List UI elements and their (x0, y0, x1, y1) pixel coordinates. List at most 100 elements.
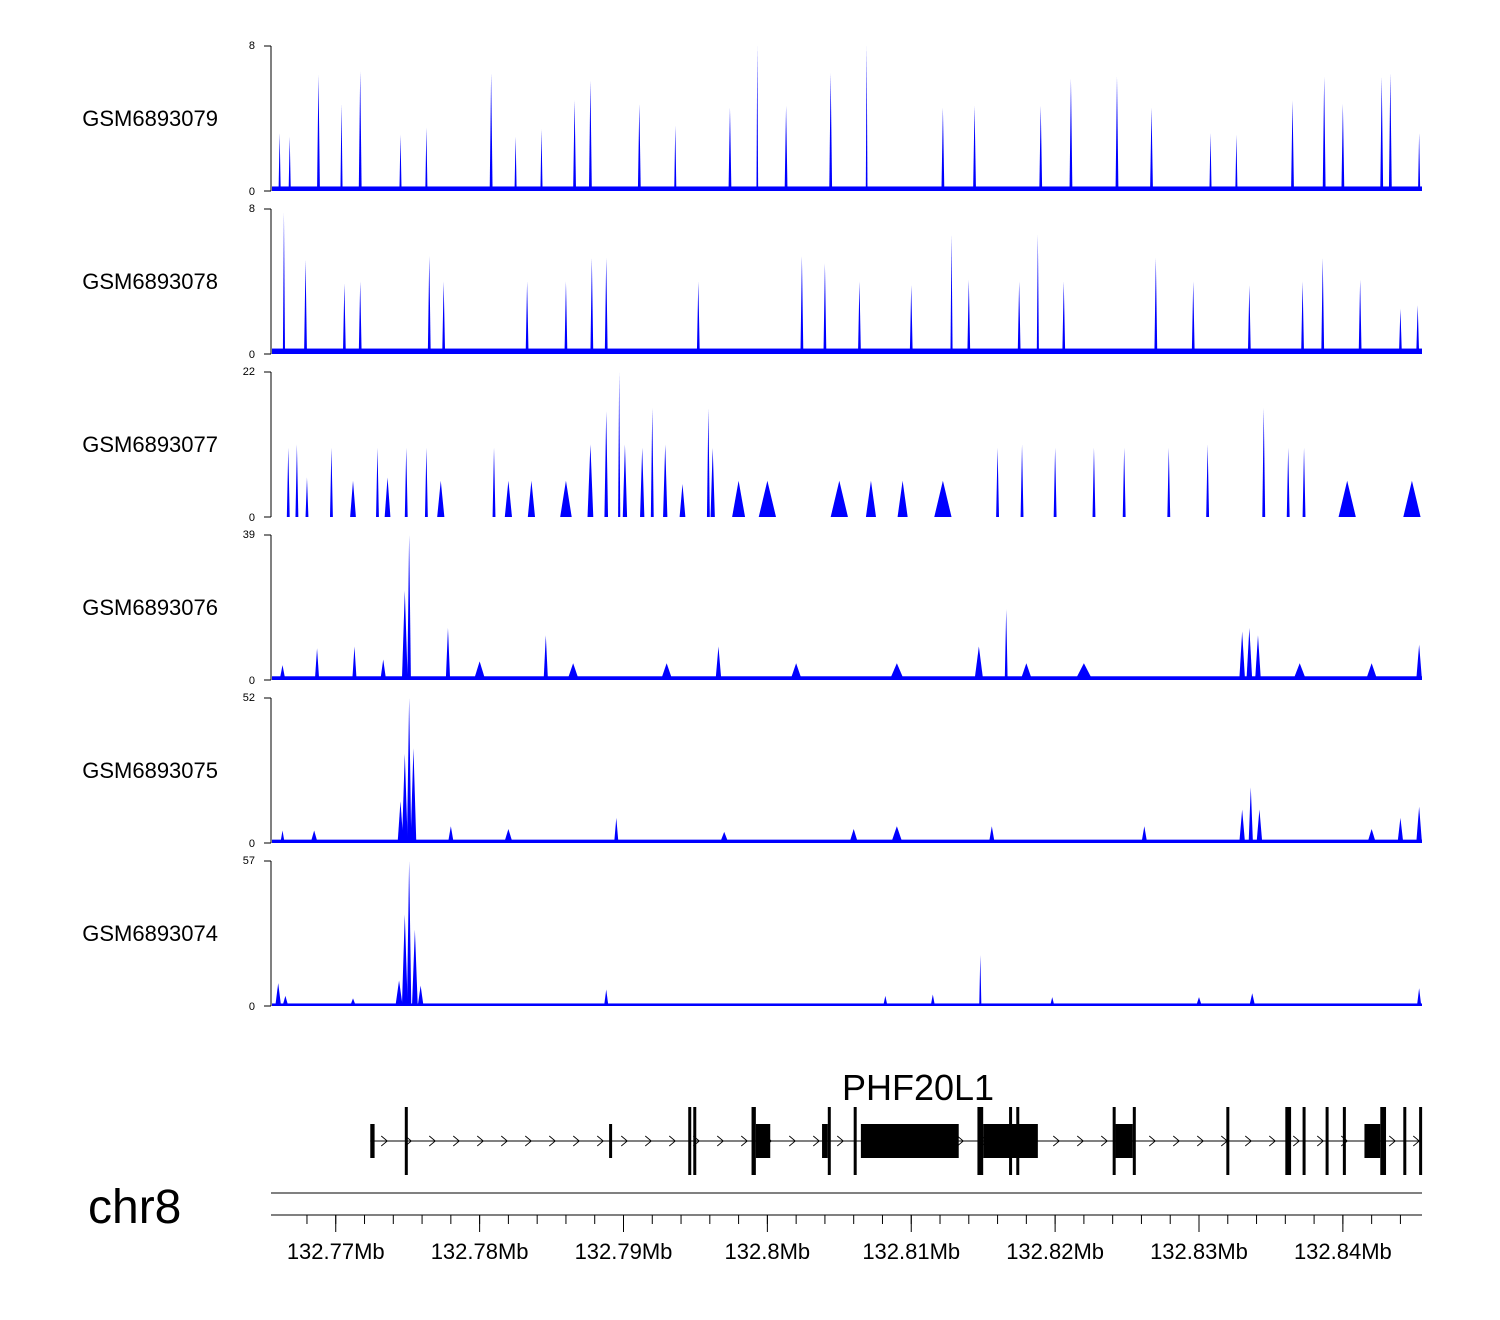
gene-name-label: PHF20L1 (842, 1067, 994, 1108)
y-max-label: 8 (249, 40, 255, 52)
coverage-peak (1209, 133, 1212, 191)
coverage-peak (280, 830, 285, 843)
coverage-track-GSM6893075: GSM6893075 52 0 (82, 692, 1422, 850)
coverage-peak (411, 929, 418, 1006)
strand-arrow (380, 1135, 388, 1147)
coverage-peak (590, 257, 594, 354)
coverage-peak (728, 107, 732, 191)
coverage-peak (829, 73, 833, 191)
axis-tick-label: 132.8Mb (725, 1239, 811, 1264)
strand-arrow (1196, 1135, 1204, 1147)
track-label: GSM6893079 (82, 106, 218, 131)
coverage-peak (1262, 408, 1266, 517)
coverage-peak (1358, 279, 1362, 354)
coverage-peak (1206, 444, 1210, 517)
coverage-peak (858, 281, 861, 354)
coverage-peak (618, 372, 621, 517)
y-max-label: 8 (249, 203, 255, 215)
coverage-track-GSM6893074: GSM6893074 57 0 (82, 855, 1422, 1013)
coverage-peak (1418, 133, 1421, 191)
coverage-peak (715, 646, 722, 680)
gene-exon (755, 1124, 771, 1158)
coverage-peak (1004, 609, 1008, 680)
coverage-peak (384, 477, 391, 517)
coverage-peak (473, 661, 486, 680)
coverage-peak (930, 994, 935, 1006)
gene-exon (1115, 1124, 1133, 1158)
coverage-peak (279, 665, 286, 680)
coverage-peak (492, 447, 496, 517)
strand-arrow (1052, 1135, 1060, 1147)
coverage-peak (604, 257, 608, 354)
strand-arrow (428, 1135, 436, 1147)
gene-exon (977, 1107, 984, 1175)
coverage-peak (719, 831, 729, 843)
coverage-peak (282, 212, 286, 354)
coverage-peak (350, 998, 356, 1006)
coverage-peak (358, 71, 362, 191)
coverage-peak (427, 256, 431, 354)
coverage-peak (295, 444, 299, 517)
strand-arrow (500, 1135, 508, 1147)
strand-arrow (1076, 1135, 1084, 1147)
coverage-peak (663, 444, 668, 517)
y-max-label: 39 (243, 529, 255, 541)
y-min-label: 0 (249, 186, 255, 198)
coverage-peak (401, 914, 408, 1006)
coverage-peak (406, 861, 412, 1006)
coverage-peak (1322, 76, 1326, 191)
coverage-peak (891, 826, 903, 843)
coverage-peak (1291, 100, 1294, 191)
coverage-peak (404, 447, 408, 517)
track-label: GSM6893078 (82, 269, 218, 294)
y-min-label: 0 (249, 1001, 255, 1013)
gene-exon (693, 1107, 697, 1175)
coverage-peak (996, 447, 1000, 517)
y-min-label: 0 (249, 512, 255, 524)
axis-tick-label: 132.81Mb (862, 1239, 960, 1264)
gene-exon (822, 1124, 828, 1158)
strand-arrow (1100, 1135, 1108, 1147)
coverage-peak (622, 444, 628, 517)
gene-exon (609, 1124, 613, 1158)
coverage-peak (758, 480, 777, 517)
coverage-track-GSM6893077: GSM6893077 22 0 (82, 366, 1421, 524)
coverage-peak (314, 648, 320, 680)
strand-arrow (548, 1135, 556, 1147)
gene-exon (1226, 1107, 1230, 1175)
strand-arrow (476, 1135, 484, 1147)
gene-exon (860, 1124, 959, 1158)
coverage-peak (1053, 447, 1057, 517)
coverage-baseline (272, 1003, 1422, 1006)
coverage-peak (514, 136, 517, 191)
gene-exon (1112, 1107, 1116, 1175)
coverage-peak (447, 826, 454, 843)
coverage-peak (732, 480, 746, 517)
strand-arrow (1148, 1135, 1156, 1147)
coverage-peak (376, 447, 379, 517)
coverage-peak (1141, 826, 1148, 843)
coverage-baseline (272, 839, 1422, 843)
coverage-peak (909, 285, 913, 354)
coverage-peak (1341, 104, 1345, 191)
coverage-peak (865, 480, 876, 517)
coverage-peak (849, 829, 859, 843)
coverage-peak (988, 826, 995, 843)
gene-exon (1380, 1107, 1387, 1175)
coverage-peak (679, 484, 686, 517)
gene-exon (1364, 1124, 1381, 1158)
coverage-peak (1191, 281, 1195, 354)
coverage-peak (1167, 447, 1171, 517)
coverage-peak (1154, 257, 1158, 354)
coverage-peak (587, 444, 594, 517)
coverage-peak (1246, 627, 1253, 680)
coverage-peak (1249, 993, 1256, 1006)
coverage-peak (352, 646, 357, 680)
strand-arrow (812, 1135, 820, 1147)
chromosome-label: chr8 (88, 1181, 181, 1234)
coverage-peak (640, 447, 645, 517)
strand-arrow (1316, 1135, 1324, 1147)
coverage-peak (604, 989, 609, 1006)
coverage-peak (1338, 480, 1356, 517)
coverage-peak (1069, 78, 1073, 191)
